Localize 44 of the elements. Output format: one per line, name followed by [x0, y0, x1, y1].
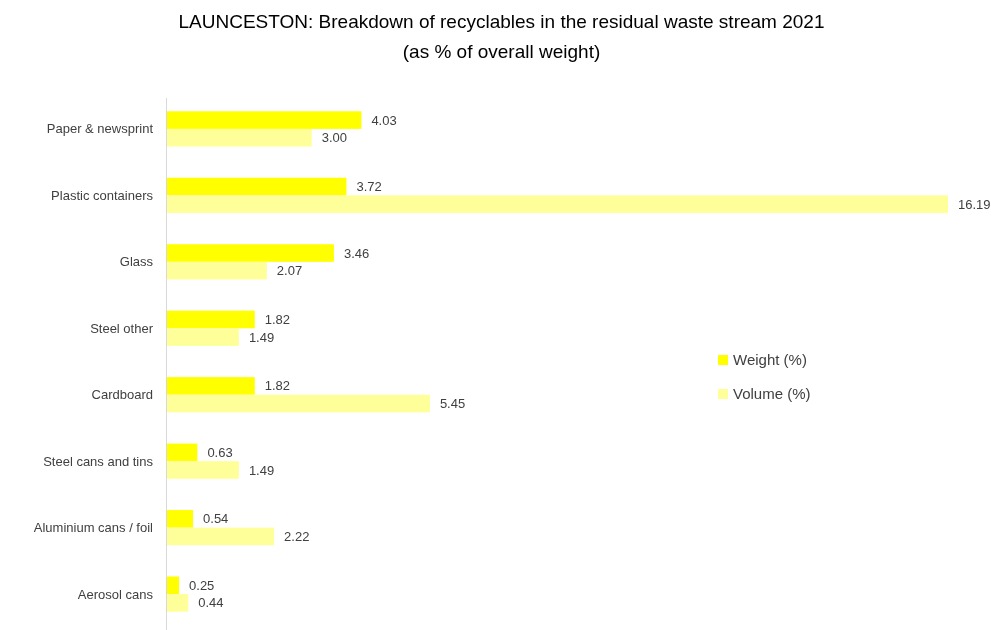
bar	[167, 443, 198, 462]
bar	[167, 261, 267, 280]
bar	[167, 195, 948, 213]
y-tick-label: Glass	[119, 254, 154, 270]
data-label: 1.82	[264, 378, 291, 394]
data-label: 4.03	[371, 112, 397, 128]
data-label: 1.49	[248, 329, 275, 345]
chart-title: LAUNCESTON: Breakdown of recyclables in the residual waste stream 2021	[178, 11, 825, 32]
data-label: 0.44	[198, 595, 224, 611]
y-tick-label: Plastic containers	[51, 187, 154, 203]
bar	[167, 177, 347, 196]
data-label: 2.22	[284, 529, 310, 544]
bar	[167, 111, 362, 129]
legend-label: Weight (%)	[733, 351, 807, 369]
data-label: 3.46	[343, 245, 370, 261]
data-label: 1.49	[248, 462, 275, 478]
bar	[167, 527, 275, 546]
bar	[167, 377, 255, 395]
data-label: 3.72	[356, 179, 382, 195]
bar	[167, 244, 334, 262]
y-tick-label: Aluminium cans / foil	[33, 520, 154, 536]
bar	[167, 128, 312, 147]
legend-label: Volume (%)	[733, 385, 811, 403]
bar	[167, 394, 430, 413]
bar	[167, 328, 239, 346]
bar	[167, 510, 194, 528]
y-tick-label: Cardboard	[91, 387, 153, 403]
y-tick-label: Steel other	[90, 320, 154, 336]
data-label: 0.54	[203, 511, 229, 527]
y-tick-label: Aerosol cans	[77, 586, 154, 602]
data-label: 3.00	[321, 130, 348, 146]
data-label: 0.25	[189, 577, 215, 593]
data-label: 0.63	[207, 444, 233, 460]
data-label: 1.82	[264, 312, 291, 328]
bar	[167, 310, 255, 329]
data-label: 5.45	[439, 396, 466, 412]
bar	[167, 461, 239, 479]
data-label: 2.07	[276, 263, 303, 279]
bar	[167, 576, 180, 595]
y-tick-label: Steel cans and tins	[43, 453, 154, 469]
data-label: 16.19	[958, 196, 991, 212]
chart-subtitle: (as % of overall weight)	[402, 41, 601, 62]
bar	[167, 594, 189, 612]
y-tick-label: Paper & newsprint	[46, 121, 154, 137]
